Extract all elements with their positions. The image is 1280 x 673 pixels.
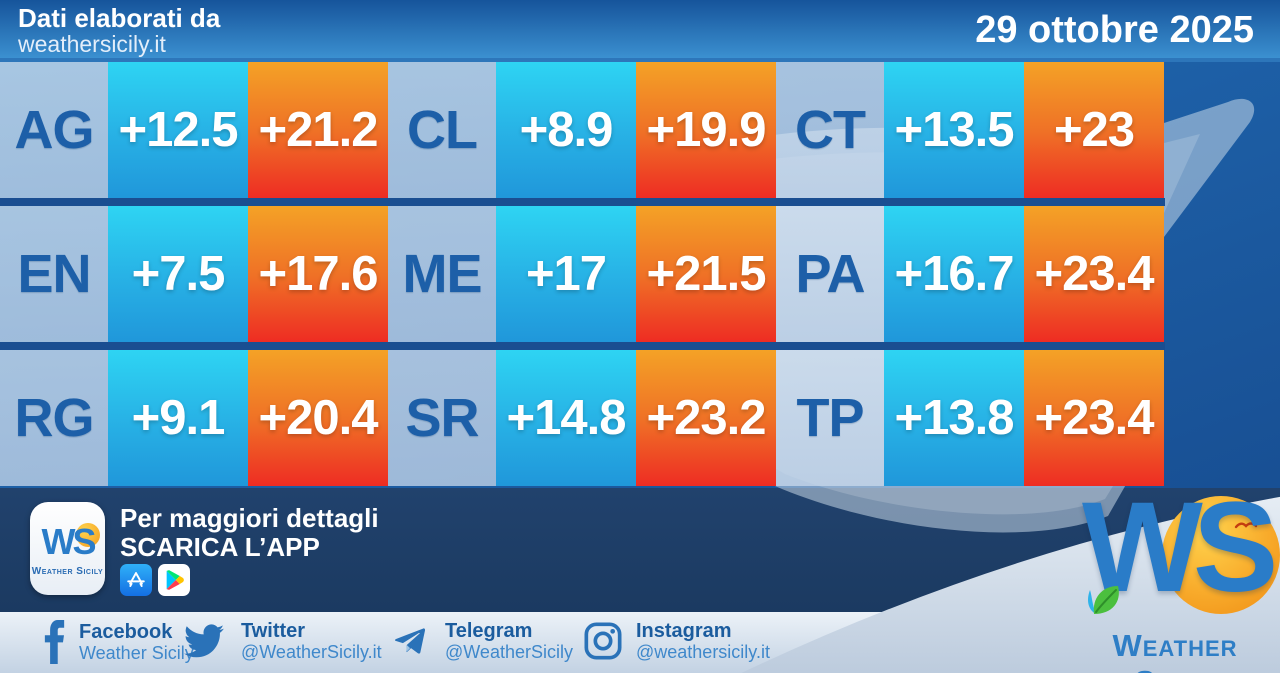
min-temp-cell: +17 [496,206,636,342]
province-code: SR [388,350,496,486]
grid-row-1: AG +12.5 +21.2 CL +8.9 +19.9 CT +13.5 +2… [0,62,1165,198]
facebook-icon [44,620,65,664]
max-temp-cell: +21.2 [248,62,388,198]
min-temp-value: +14.8 [506,391,627,445]
social-handle: @WeatherSicily [445,642,573,662]
max-temp-cell: +23.2 [636,350,776,486]
grid-row-3: RG +9.1 +20.4 SR +14.8 +23.2 TP +13.8 +2… [0,350,1165,486]
max-temp-cell: +23.4 [1024,350,1164,486]
brand-name: Weather Sicily [1112,628,1238,673]
max-temp-cell: +23 [1024,62,1164,198]
download-app-text: Per maggiori dettagli SCARICA L’APP [120,504,379,562]
social-instagram[interactable]: Instagram @weathersicily.it [583,620,770,662]
province-code: EN [0,206,108,342]
max-temp-cell: +19.9 [636,62,776,198]
google-play-icon[interactable] [158,564,190,596]
min-temp-cell: +8.9 [496,62,636,198]
max-temp-value: +20.4 [258,391,379,445]
max-temp-value: +19.9 [646,103,767,157]
province-code: TP [776,350,884,486]
credit-line-2: weathersicily.it [18,31,166,57]
min-temp-cell: +13.8 [884,350,1024,486]
date-title: 29 ottobre 2025 [975,9,1254,51]
province-code: PA [776,206,884,342]
max-temp-value: +23.2 [646,391,767,445]
details-line-1: Per maggiori dettagli [120,503,379,533]
min-temp-cell: +12.5 [108,62,248,198]
min-temp-cell: +13.5 [884,62,1024,198]
min-temp-value: +13.8 [894,391,1015,445]
social-handle: @weathersicily.it [636,642,770,662]
province-code: CL [388,62,496,198]
social-handle: Weather Sicily [79,643,194,663]
max-temp-cell: +20.4 [248,350,388,486]
max-temp-value: +23 [1053,103,1135,157]
min-temp-value: +16.7 [894,247,1015,301]
min-temp-cell: +14.8 [496,350,636,486]
province-code: ME [388,206,496,342]
credit-block: Dati elaborati da weathersicily.it [18,5,220,57]
min-temp-value: +13.5 [894,103,1015,157]
min-temp-cell: +7.5 [108,206,248,342]
min-temp-value: +17 [525,247,607,301]
social-network-name: Telegram [445,620,533,642]
min-temp-value: +12.5 [118,103,239,157]
credit-line-1: Dati elaborati da [18,3,221,33]
province-code: CT [776,62,884,198]
ws-app-icon-label: Weather Sicily [31,565,104,577]
min-temp-value: +9.1 [131,391,226,445]
details-line-2: SCARICA L’APP [120,532,320,562]
ws-app-icon-logo: WS [42,521,100,563]
min-temp-cell: +16.7 [884,206,1024,342]
birds-icon [1234,522,1258,529]
min-temp-value: +8.9 [519,103,614,157]
row-separator [0,342,1165,350]
max-temp-value: +17.6 [258,247,379,301]
social-network-name: Instagram [636,620,732,642]
max-temp-value: +21.2 [258,103,379,157]
store-badges [120,564,190,596]
province-code: RG [0,350,108,486]
twitter-icon [184,624,224,658]
telegram-icon [394,628,426,654]
leaf-icon [1088,586,1119,614]
social-network-name: Facebook [79,621,173,643]
ws-app-icon: WS Weather Sicily [30,502,105,595]
social-network-name: Twitter [241,620,306,642]
max-temp-value: +23.4 [1034,247,1155,301]
instagram-icon [584,622,622,660]
min-temp-value: +7.5 [131,247,226,301]
social-telegram[interactable]: Telegram @WeatherSicily [388,620,573,662]
header-divider [0,58,1280,62]
row-separator [0,198,1165,206]
header-bar [0,0,1280,58]
max-temp-cell: +21.5 [636,206,776,342]
temperature-grid: AG +12.5 +21.2 CL +8.9 +19.9 CT +13.5 +2… [0,62,1165,486]
social-facebook[interactable]: Facebook Weather Sicily [42,620,194,664]
max-temp-value: +21.5 [646,247,767,301]
social-twitter[interactable]: Twitter @WeatherSicily.it [180,620,382,662]
max-temp-cell: +23.4 [1024,206,1164,342]
grid-row-2: EN +7.5 +17.6 ME +17 +21.5 PA +16.7 +23.… [0,206,1165,342]
max-temp-value: +23.4 [1034,391,1155,445]
weather-sicily-logo: WS [1082,476,1280,658]
sun-icon [75,522,100,547]
min-temp-cell: +9.1 [108,350,248,486]
province-code: AG [0,62,108,198]
app-store-icon[interactable] [120,564,152,596]
sun-icon [1162,496,1280,614]
max-temp-cell: +17.6 [248,206,388,342]
social-handle: @WeatherSicily.it [241,642,382,662]
